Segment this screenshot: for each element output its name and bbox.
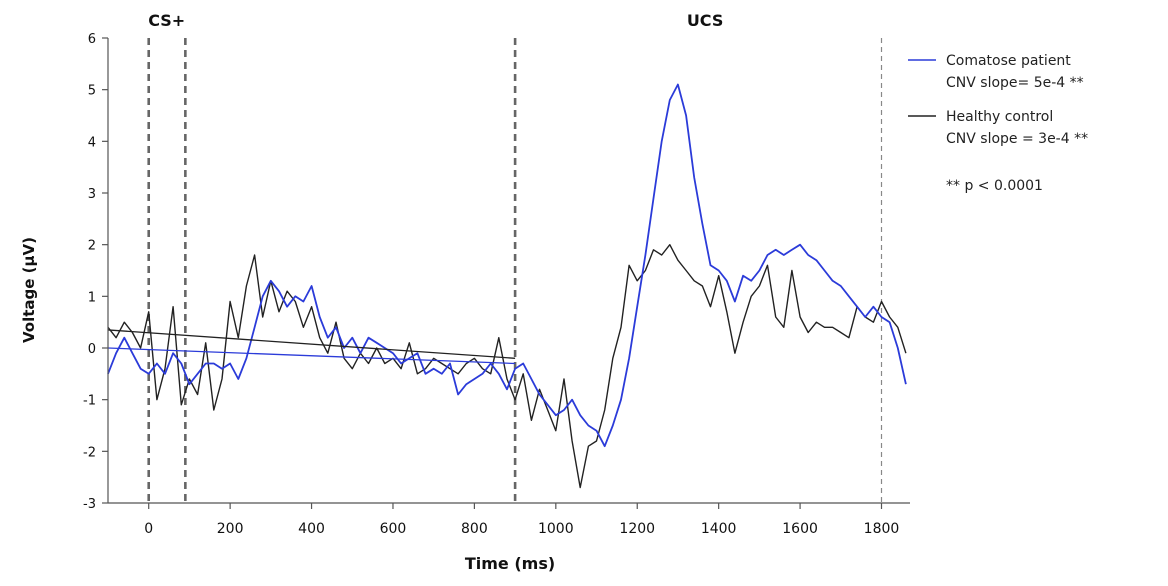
legend: Comatose patient CNV slope= 5e-4 ** Health… — [908, 53, 1088, 194]
y-tick-label: -3 — [83, 497, 96, 512]
x-tick-label: 1800 — [864, 521, 900, 537]
event-markers: CS+ UCS — [147, 11, 883, 503]
x-tick-label: 200 — [217, 521, 244, 537]
legend-entry-stat: CNV slope = 3e-4 ** — [946, 131, 1088, 147]
x-tick-label: 1600 — [782, 521, 818, 537]
trend-line-comatose-patient — [107, 347, 516, 365]
legend-entry-label: Comatose patient — [946, 53, 1071, 69]
y-tick-label: 2 — [88, 239, 96, 254]
y-tick-label: 6 — [88, 32, 96, 47]
event-marker-label: UCS — [687, 11, 724, 30]
x-tick-label: 0 — [144, 521, 153, 537]
y-axis-label: Voltage (µV) — [20, 237, 38, 343]
series-line-comatose-patient — [107, 83, 907, 448]
x-tick-label: 600 — [380, 521, 407, 537]
series-line-healthy-control — [107, 243, 907, 489]
y-tick-label: 1 — [88, 290, 96, 305]
y-tick-label: -2 — [83, 445, 96, 460]
x-axis-label: Time (ms) — [465, 554, 555, 573]
event-marker-label: CS+ — [148, 11, 185, 30]
x-tick-label: 400 — [298, 521, 325, 537]
legend-note: ** p < 0.0001 — [946, 178, 1043, 194]
x-tick-label: 800 — [461, 521, 488, 537]
y-tick-label: 3 — [88, 187, 96, 202]
y-tick-label: 5 — [88, 84, 96, 99]
legend-entry-stat: CNV slope= 5e-4 ** — [946, 75, 1084, 91]
x-tick-label: 1400 — [701, 521, 737, 537]
trend-line-healthy-control — [107, 329, 516, 359]
y-tick-label: 4 — [88, 135, 96, 150]
axes: -3 -2 -1 0 1 2 3 4 5 6 0 200 400 600 800 1000 1200 1400 16… — [83, 32, 910, 537]
legend-entry-label: Healthy control — [946, 109, 1053, 125]
x-tick-label: 1200 — [619, 521, 655, 537]
series-lines — [107, 83, 907, 489]
y-tick-label: -1 — [83, 394, 96, 409]
x-tick-label: 1000 — [538, 521, 574, 537]
y-tick-label: 0 — [88, 342, 96, 357]
